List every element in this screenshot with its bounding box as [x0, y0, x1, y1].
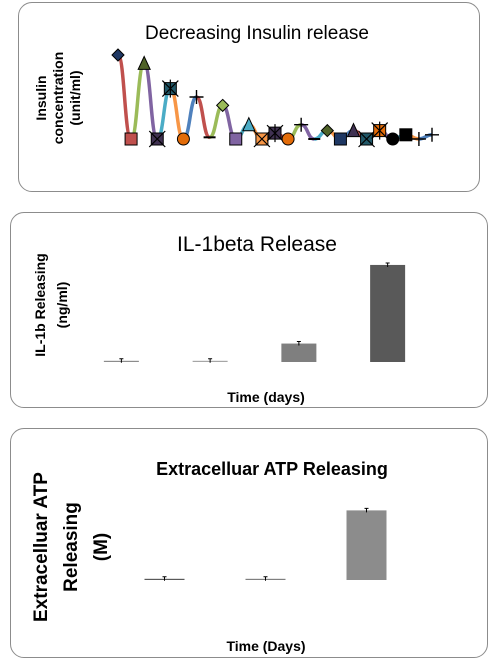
insulin-series-markers — [111, 48, 439, 148]
insulin-line-segment — [142, 61, 159, 141]
insulin-data-point — [320, 123, 335, 138]
insulin-line-segment — [181, 95, 199, 141]
il1beta-chart-title: IL-1beta Release — [177, 233, 337, 256]
insulin-data-point — [386, 132, 400, 146]
il1beta-bar — [281, 343, 317, 362]
insulin-chart: Decreasing Insulin release Insulin conce… — [33, 23, 439, 148]
insulin-data-point — [111, 48, 125, 62]
atp-x-label: Time (Days) — [226, 638, 305, 654]
insulin-data-point — [346, 122, 361, 138]
insulin-data-point — [371, 121, 389, 140]
il1beta-bar — [370, 264, 406, 362]
insulin-data-point — [176, 132, 190, 146]
insulin-data-point — [229, 132, 243, 146]
insulin-data-point — [189, 90, 204, 104]
insulin-line-segment — [168, 86, 186, 141]
insulin-data-point — [215, 98, 230, 113]
insulin-data-point — [399, 128, 413, 142]
atp-chart-panel: Extracelluar ATP Releasing Extracelluar … — [10, 428, 488, 658]
insulin-data-point — [266, 124, 284, 143]
insulin-data-point — [294, 117, 309, 132]
insulin-data-point — [148, 130, 166, 148]
insulin-line-segment — [208, 103, 224, 140]
atp-bars — [144, 507, 387, 581]
atp-error-bar — [162, 576, 167, 581]
il1beta-error-bar — [296, 341, 301, 346]
insulin-line-segment — [116, 53, 133, 141]
insulin-line-segment — [155, 86, 173, 141]
il1beta-y-label-line1: IL-1b Releasing — [32, 253, 48, 356]
insulin-y-label-line1: Insulin — [33, 75, 49, 120]
insulin-data-point — [425, 127, 439, 142]
il1beta-error-bar — [208, 358, 213, 363]
insulin-line-segment — [129, 61, 146, 141]
il1beta-chart-panel: IL-1beta Release IL-1b Releasing (ng/ml)… — [10, 212, 488, 408]
il1beta-chart: IL-1beta Release IL-1b Releasing (ng/ml)… — [32, 233, 406, 405]
il1beta-x-label: Time (days) — [227, 389, 305, 405]
insulin-data-point — [253, 130, 271, 148]
insulin-data-point — [281, 132, 295, 146]
insulin-data-point — [333, 132, 347, 146]
il1beta-error-bar — [385, 262, 390, 267]
il1beta-y-label-line2: (ng/ml) — [54, 282, 70, 329]
atp-y-label-line1: Extracelluar ATP — [31, 472, 52, 622]
atp-bar — [346, 510, 387, 580]
insulin-chart-panel: Decreasing Insulin release Insulin conce… — [18, 2, 480, 192]
atp-chart-title: Extracelluar ATP Releasing — [156, 459, 388, 479]
insulin-y-label-line2: concentration — [50, 52, 66, 145]
insulin-data-point — [242, 116, 256, 132]
insulin-chart-title: Decreasing Insulin release — [145, 23, 369, 44]
il1beta-bars — [103, 262, 406, 363]
atp-error-bar — [263, 576, 268, 581]
insulin-line-segment — [194, 95, 212, 140]
il1beta-error-bar — [119, 358, 124, 363]
insulin-data-point — [161, 79, 179, 98]
atp-y-label-line3: (M) — [91, 533, 112, 561]
insulin-line-segment — [300, 122, 315, 141]
atp-y-label-line2: Releasing — [61, 502, 82, 592]
atp-error-bar — [364, 507, 369, 513]
insulin-data-point — [137, 55, 151, 70]
insulin-data-point — [411, 132, 426, 146]
insulin-data-point — [358, 130, 376, 148]
atp-chart: Extracelluar ATP Releasing Extracelluar … — [31, 459, 388, 654]
insulin-data-point — [124, 132, 138, 146]
insulin-y-label-line3: (unit/ml) — [67, 70, 83, 125]
